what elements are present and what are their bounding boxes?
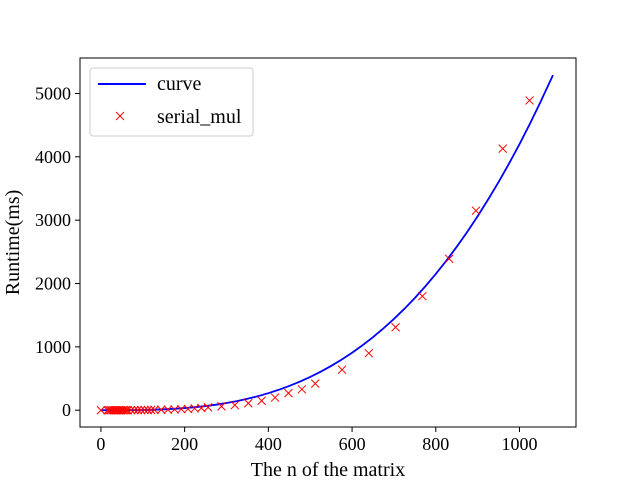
serial-mul-point bbox=[130, 405, 139, 415]
serial-mul-point bbox=[270, 393, 280, 402]
serial-mul-point bbox=[170, 405, 179, 414]
x-tick-label: 800 bbox=[422, 434, 449, 454]
serial-mul-point bbox=[183, 404, 193, 414]
serial-mul-point bbox=[310, 379, 320, 388]
serial-mul-point bbox=[126, 405, 136, 415]
serial-mul-point bbox=[96, 405, 106, 415]
y-tick-label: 3000 bbox=[35, 210, 71, 230]
serial-mul-point bbox=[257, 396, 267, 406]
serial-mul-point bbox=[136, 405, 146, 415]
serial-mul-point bbox=[498, 144, 508, 153]
serial-mul-point bbox=[156, 405, 166, 415]
serial-mul-point bbox=[391, 322, 400, 332]
serial-mul-point bbox=[243, 398, 253, 408]
legend-curve-label: curve bbox=[157, 73, 202, 95]
x-tick-label: 1000 bbox=[501, 434, 537, 454]
y-tick-label: 5000 bbox=[35, 83, 71, 103]
serial-mul-point bbox=[217, 402, 226, 411]
plot-frame bbox=[79, 57, 577, 428]
x-tick-label: 200 bbox=[171, 434, 198, 454]
serial-mul-point bbox=[197, 403, 206, 413]
x-tick-label: 600 bbox=[339, 434, 366, 454]
y-tick-label: 4000 bbox=[35, 147, 71, 167]
y-axis: 0 1000 2000 3000 4000 5000 bbox=[35, 83, 80, 420]
serial-mul-point bbox=[140, 405, 149, 415]
x-axis-label: The n of the matrix bbox=[251, 459, 405, 480]
serial-mul-point bbox=[190, 404, 200, 413]
serial-mul-point bbox=[364, 348, 374, 358]
serial-mul-point bbox=[337, 365, 347, 375]
serial-mul-point bbox=[146, 405, 156, 415]
serial-mul-point bbox=[525, 96, 534, 105]
serial-mul-point bbox=[203, 403, 213, 412]
x-axis: 0 200 400 600 800 1000 bbox=[96, 427, 537, 454]
x-tick-label: 400 bbox=[255, 434, 282, 454]
serial-mul-point bbox=[133, 405, 143, 415]
x-tick-label: 0 bbox=[96, 434, 105, 454]
serial-mul-point bbox=[120, 405, 129, 415]
y-tick-label: 2000 bbox=[35, 274, 71, 294]
serial-mul-point bbox=[418, 291, 427, 301]
serial-mul-point bbox=[297, 384, 307, 394]
serial-mul-point bbox=[284, 388, 293, 398]
serial-mul-point bbox=[444, 254, 454, 264]
serial-mul-point bbox=[143, 405, 153, 415]
legend: curve serial_mul bbox=[89, 67, 254, 137]
serial-mul-point bbox=[163, 405, 173, 414]
serial-mul-point bbox=[150, 405, 159, 415]
serial-mul-point bbox=[176, 404, 186, 414]
serial-mul-series bbox=[96, 96, 534, 415]
serial-mul-point bbox=[230, 400, 240, 410]
y-axis-label: Runtime(ms) bbox=[2, 190, 24, 296]
serial-mul-point bbox=[471, 206, 481, 216]
serial-mul-point bbox=[123, 405, 133, 415]
legend-serial-mul-label: serial_mul bbox=[157, 106, 242, 128]
y-tick-label: 1000 bbox=[35, 337, 71, 357]
y-tick-label: 0 bbox=[62, 400, 71, 420]
legend-serial-mul-swatch bbox=[115, 111, 125, 121]
